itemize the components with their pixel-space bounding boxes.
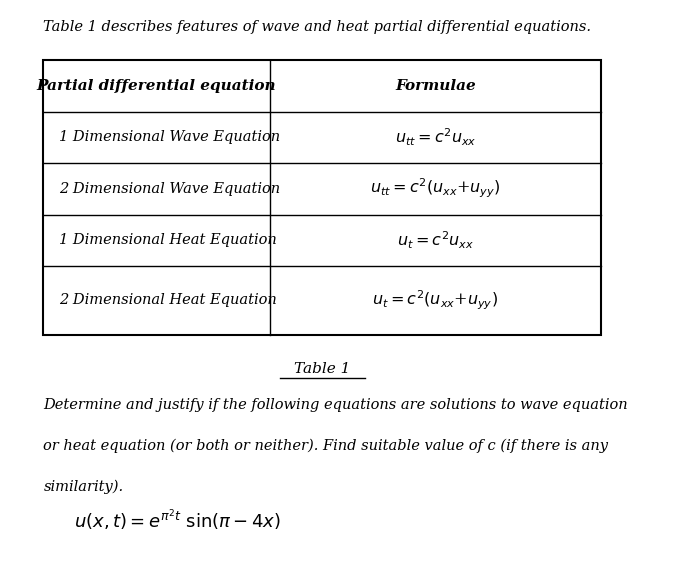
Text: 1 Dimensional Wave Equation: 1 Dimensional Wave Equation — [59, 130, 280, 144]
Text: 1 Dimensional Heat Equation: 1 Dimensional Heat Equation — [59, 233, 276, 247]
Text: Table 1: Table 1 — [294, 362, 351, 376]
Text: Partial differential equation: Partial differential equation — [36, 79, 276, 93]
Text: $u(x, t) = e^{\pi^2 t}\ \sin(\pi - 4x)$: $u(x, t) = e^{\pi^2 t}\ \sin(\pi - 4x)$ — [74, 507, 281, 533]
Text: $u_t = c^2 u_{xx}$: $u_t = c^2 u_{xx}$ — [397, 229, 474, 251]
Text: Determine and justify if the following equations are solutions to wave equation: Determine and justify if the following e… — [43, 398, 628, 411]
Text: Formulae: Formulae — [395, 79, 476, 93]
Text: $u_{tt} = c^2(u_{xx}$+$u_{yy})$: $u_{tt} = c^2(u_{xx}$+$u_{yy})$ — [370, 177, 500, 200]
Text: similarity).: similarity). — [43, 480, 123, 494]
FancyBboxPatch shape — [43, 60, 601, 335]
Text: $u_{tt} = c^2 u_{xx}$: $u_{tt} = c^2 u_{xx}$ — [395, 126, 476, 148]
Text: 2 Dimensional Heat Equation: 2 Dimensional Heat Equation — [59, 293, 276, 307]
Text: 2 Dimensional Wave Equation: 2 Dimensional Wave Equation — [59, 182, 280, 196]
Text: or heat equation (or both or neither). Find suitable value of c (if there is any: or heat equation (or both or neither). F… — [43, 439, 608, 453]
Text: $u_t = c^2(u_{xx}$+$u_{yy})$: $u_t = c^2(u_{xx}$+$u_{yy})$ — [372, 289, 498, 312]
Text: Table 1 describes features of wave and heat partial differential equations.: Table 1 describes features of wave and h… — [43, 20, 591, 34]
